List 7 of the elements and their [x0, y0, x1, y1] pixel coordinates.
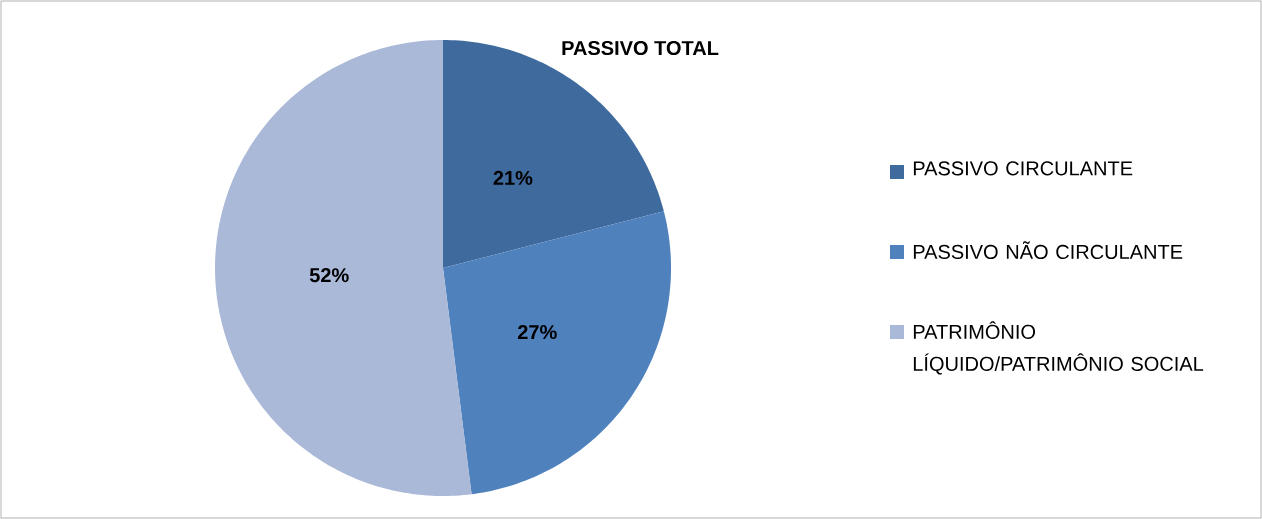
data-label: 27%	[517, 325, 557, 340]
data-label: 21%	[493, 170, 533, 185]
data-label: 52%	[309, 268, 349, 283]
legend-label: PASSIVO NÃO CIRCULANTE	[913, 241, 1183, 260]
chart-title: PASSIVO TOTAL	[562, 40, 719, 56]
legend-label: PASSIVO CIRCULANTE	[913, 161, 1133, 176]
legend-label: PATRIMÔNIO LÍQUIDO/PATRIMÔNIO SOCIAL	[913, 321, 1204, 375]
